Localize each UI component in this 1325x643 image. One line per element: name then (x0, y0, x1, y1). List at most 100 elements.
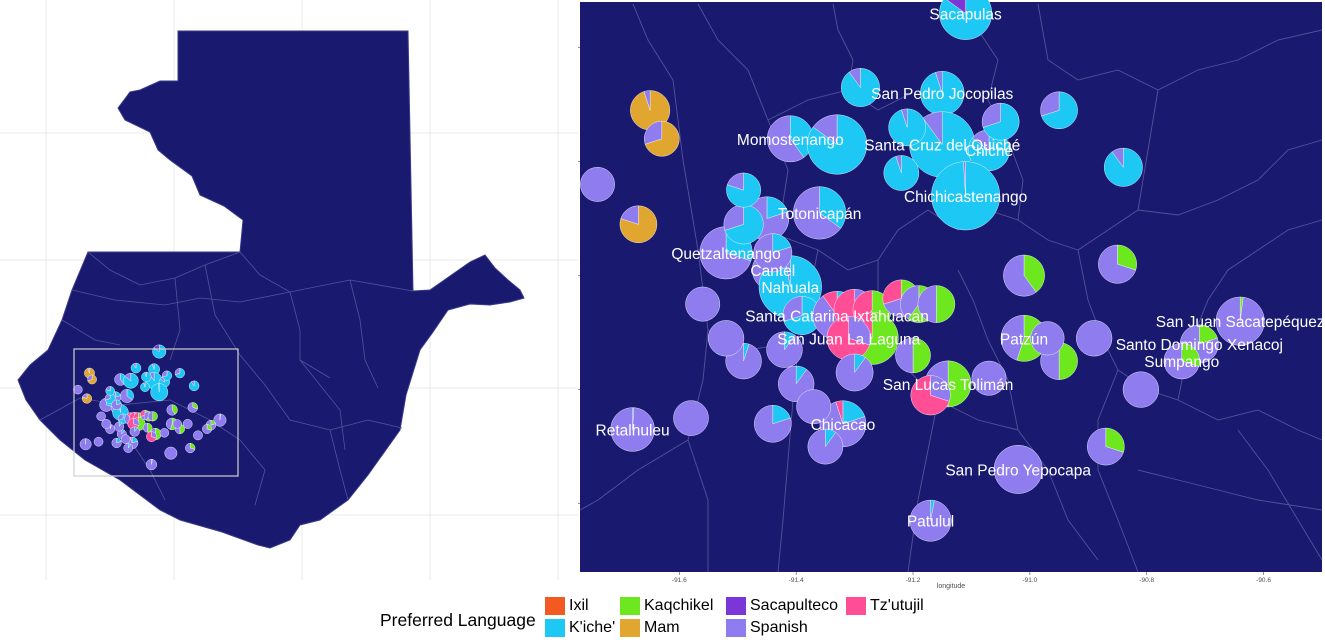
pie-totonicap-n (793, 186, 847, 240)
overview-pie-retalhuleu (79, 438, 92, 451)
overview-pie-patulul-slice-spanish (145, 458, 158, 471)
overview-pie-site-13-slice-spanish (117, 413, 124, 421)
overview-pie-site-51 (96, 411, 106, 422)
pie-site-55 (971, 360, 1007, 396)
overview-pie-totonicap-n-slice-spanish (120, 389, 133, 403)
pie-site-58-slice-spanish (1030, 321, 1065, 356)
overview-pie-san-juan-sacatep-quez-slice-spanish (213, 413, 227, 427)
pie-site-24-slice-kaqchikel (1058, 342, 1078, 380)
town-label-chicacao: Chicacao (811, 417, 876, 434)
overview-pie-site-59-slice-spanish (123, 443, 133, 453)
overview-pie-site-40-slice-spanish (87, 374, 93, 382)
pie-san-juan-la-laguna (826, 316, 871, 361)
pie-site-26 (910, 375, 951, 416)
pie-chicacao-slice-tz-utujil (835, 400, 844, 424)
pie-site-60 (673, 400, 709, 436)
town-label-santo-domingo-xenacoj: Santo Domingo Xenacoj (1116, 337, 1283, 354)
overview-pie-site-7-slice-k-iche (123, 372, 139, 389)
pie-site-44 (883, 155, 920, 191)
overview-pie-site-46 (129, 426, 140, 437)
pie-site-20-slice-spanish (900, 285, 920, 320)
town-label-momostenango: Momostenango (737, 132, 844, 149)
overview-pie-site-35 (185, 442, 196, 454)
town-label-chichicastenango: Chichicastenango (904, 189, 1027, 206)
pie-chichicastenango (931, 161, 1001, 231)
overview-pie-site-54 (182, 419, 193, 429)
town-label-san-juan-sacatep-quez: San Juan Sacatepéquez (1156, 314, 1325, 331)
pie-site-56-slice-spanish (796, 389, 832, 425)
overview-pie-sumpango (202, 424, 212, 434)
overview-pie-sumpango-slice-spanish (202, 424, 212, 434)
overview-pie-site-52 (114, 421, 125, 432)
overview-pie-site-60-slice-spanish (93, 436, 104, 447)
overview-pie-site-45-slice-spanish (144, 371, 147, 378)
overview-pie-site-36-slice-spanish (190, 380, 195, 387)
overview-pie-site-53-slice-spanish (193, 430, 203, 441)
pie-site-61-slice-spanish (726, 172, 744, 191)
town-label-cantel: Cantel (750, 263, 795, 280)
pie-site-42-slice-k-iche (724, 204, 764, 245)
pie-site-51-slice-spanish (685, 286, 721, 322)
pie-momostenango-slice-spanish (767, 115, 805, 163)
pie-sumpango (1163, 342, 1200, 380)
town-label-chich: Chiché (965, 143, 1013, 160)
pie-sacapulas-slice-sacapulteco (946, 0, 966, 14)
overview-pie-chicacao-slice-tz-utujil (129, 436, 133, 444)
overview-pie-site-35-slice-spanish (185, 442, 196, 454)
pie-site-35-slice-spanish (1087, 427, 1124, 466)
pie-site-46 (835, 353, 874, 392)
pie-site-36 (1103, 147, 1143, 187)
pie-san-lucas-tolim-n-slice-kaqchikel (947, 360, 972, 408)
overview-pie-totonicap-n (120, 389, 134, 403)
town-label-retalhuleu: Retalhuleu (596, 423, 670, 440)
legend-item-k-iche: K'iche' (545, 618, 615, 638)
overview-pie-site-54-slice-spanish (182, 419, 193, 429)
pie-site-53 (1122, 371, 1160, 408)
town-label-san-lucas-tolim-n: San Lucas Tolimán (883, 377, 1014, 394)
town-label-sacapulas: Sacapulas (929, 6, 1002, 23)
pie-site-48 (754, 405, 792, 443)
pie-site-60-slice-spanish (673, 400, 709, 436)
overview-pie-site-34-slice-spanish (187, 402, 198, 413)
overview-pie-site-7 (123, 372, 139, 389)
legend-item-label: Tz'utujil (870, 597, 924, 614)
overview-pie-momostenango-slice-spanish (114, 373, 125, 386)
legend-key-swatch (726, 597, 746, 615)
legend-item-spanish: Spanish (726, 618, 808, 638)
pie-site-23-slice-spanish (1003, 254, 1037, 297)
pie-san-juan-la-laguna-slice-spanish (848, 316, 871, 346)
x-tick-label: -91.4 (789, 577, 804, 584)
pie-site-38-slice-spanish (1040, 91, 1060, 117)
pie-site-21 (917, 285, 956, 323)
pie-san-juan-sacatep-quez-slice-spanish (1215, 296, 1265, 346)
town-label-sumpango: Sumpango (1144, 354, 1219, 371)
pie-site-13-slice-spanish (782, 296, 803, 322)
pie-patz-n-slice-spanish (1000, 314, 1025, 361)
overview-pie-site-39-slice-spanish (87, 367, 90, 374)
overview-pie-site-43 (111, 399, 122, 411)
x-tick-label: -90.8 (1139, 577, 1154, 584)
pie-site-40-slice-spanish (644, 121, 663, 145)
pie-site-23-slice-kaqchikel (1023, 254, 1045, 293)
overview-pie-site-58 (172, 419, 182, 429)
legend-item-label: Mam (644, 619, 680, 636)
overview-pie-markers (73, 344, 227, 471)
pie-totonicap-n-slice-spanish (793, 186, 842, 240)
overview-pie-site-21 (147, 411, 158, 422)
town-label-quetzaltenango: Quetzaltenango (671, 246, 780, 263)
overview-pie-site-61 (105, 386, 115, 396)
pie-site-41 (619, 205, 658, 244)
pie-site-44-slice-spanish (895, 155, 902, 174)
pie-site-59-slice-spanish (807, 428, 844, 465)
legend-item-label: Ixil (569, 597, 589, 614)
overview-pie-site-41-slice-spanish (82, 393, 88, 399)
overview-pie-site-38 (174, 368, 185, 379)
pie-site-56 (796, 389, 832, 425)
pie-site-23 (1003, 254, 1045, 297)
overview-pie-site-21-slice-spanish (147, 411, 154, 422)
overview-pie-site-57-slice-kaqchikel (147, 422, 153, 433)
overview-pie-site-20-slice-spanish (143, 411, 150, 421)
pie-site-52 (766, 331, 803, 368)
overview-pie-site-51-slice-spanish (96, 411, 106, 422)
pie-site-34-slice-kaqchikel (1117, 244, 1137, 271)
